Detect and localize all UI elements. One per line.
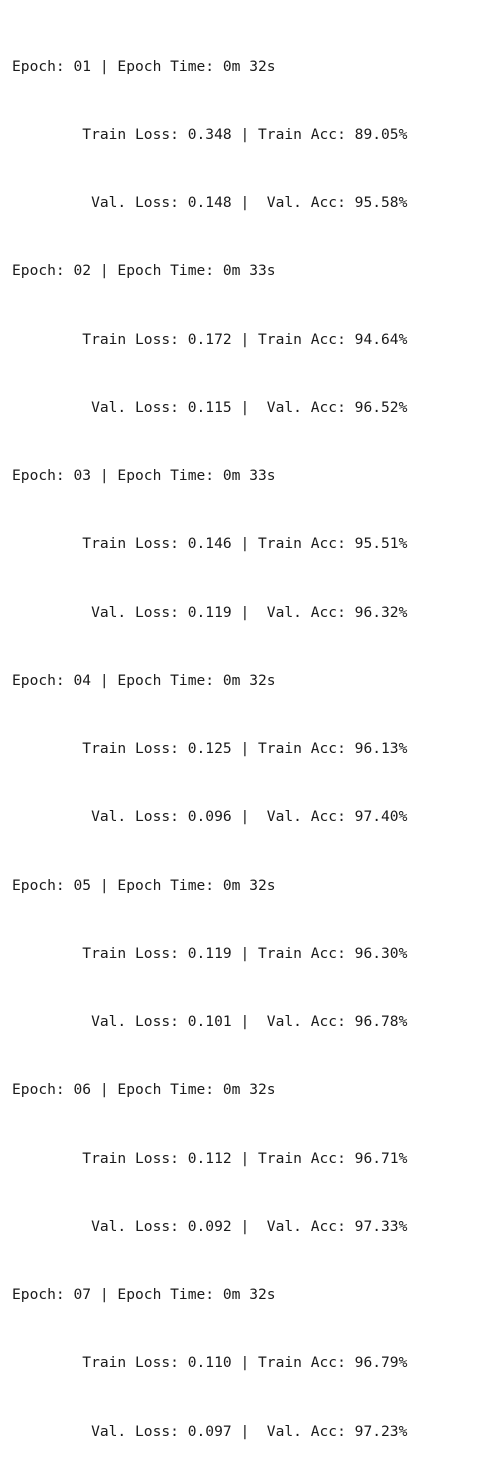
output-line: Train Loss: 0.112 | Train Acc: 96.71% [12, 1149, 408, 1167]
output-line: Train Loss: 0.110 | Train Acc: 96.79% [12, 1354, 408, 1372]
output-line: Train Loss: 0.119 | Train Acc: 96.30% [12, 944, 408, 962]
output-line: Train Loss: 0.348 | Train Acc: 89.05% [12, 125, 408, 143]
output-line: Epoch: 04 | Epoch Time: 0m 32s [12, 671, 276, 689]
output-line: Epoch: 05 | Epoch Time: 0m 32s [12, 876, 276, 894]
output-line: Val. Loss: 0.148 | Val. Acc: 95.58% [12, 194, 408, 211]
output-line: Val. Loss: 0.097 | Val. Acc: 97.23% [12, 1422, 408, 1440]
console-output: Epoch: 01 | Epoch Time: 0m 32s Train Los… [12, 57, 408, 1440]
output-line: Val. Loss: 0.119 | Val. Acc: 96.32% [12, 603, 408, 621]
output-line: Epoch: 03 | Epoch Time: 0m 33s [12, 467, 276, 484]
output-line: Val. Loss: 0.115 | Val. Acc: 96.52% [12, 398, 408, 416]
output-line: Train Loss: 0.172 | Train Acc: 94.64% [12, 330, 408, 348]
output-line: Val. Loss: 0.092 | Val. Acc: 97.33% [12, 1217, 408, 1235]
output-line: Epoch: 01 | Epoch Time: 0m 32s [12, 57, 276, 75]
output-line: Epoch: 07 | Epoch Time: 0m 32s [12, 1286, 276, 1303]
output-line: Train Loss: 0.146 | Train Acc: 95.51% [12, 535, 408, 553]
output-line: Epoch: 02 | Epoch Time: 0m 33s [12, 262, 276, 280]
output-line: Val. Loss: 0.096 | Val. Acc: 97.40% [12, 808, 408, 826]
output-line: Train Loss: 0.125 | Train Acc: 96.13% [12, 740, 408, 757]
output-line: Epoch: 06 | Epoch Time: 0m 32s [12, 1081, 276, 1099]
output-line: Val. Loss: 0.101 | Val. Acc: 96.78% [12, 1013, 408, 1030]
